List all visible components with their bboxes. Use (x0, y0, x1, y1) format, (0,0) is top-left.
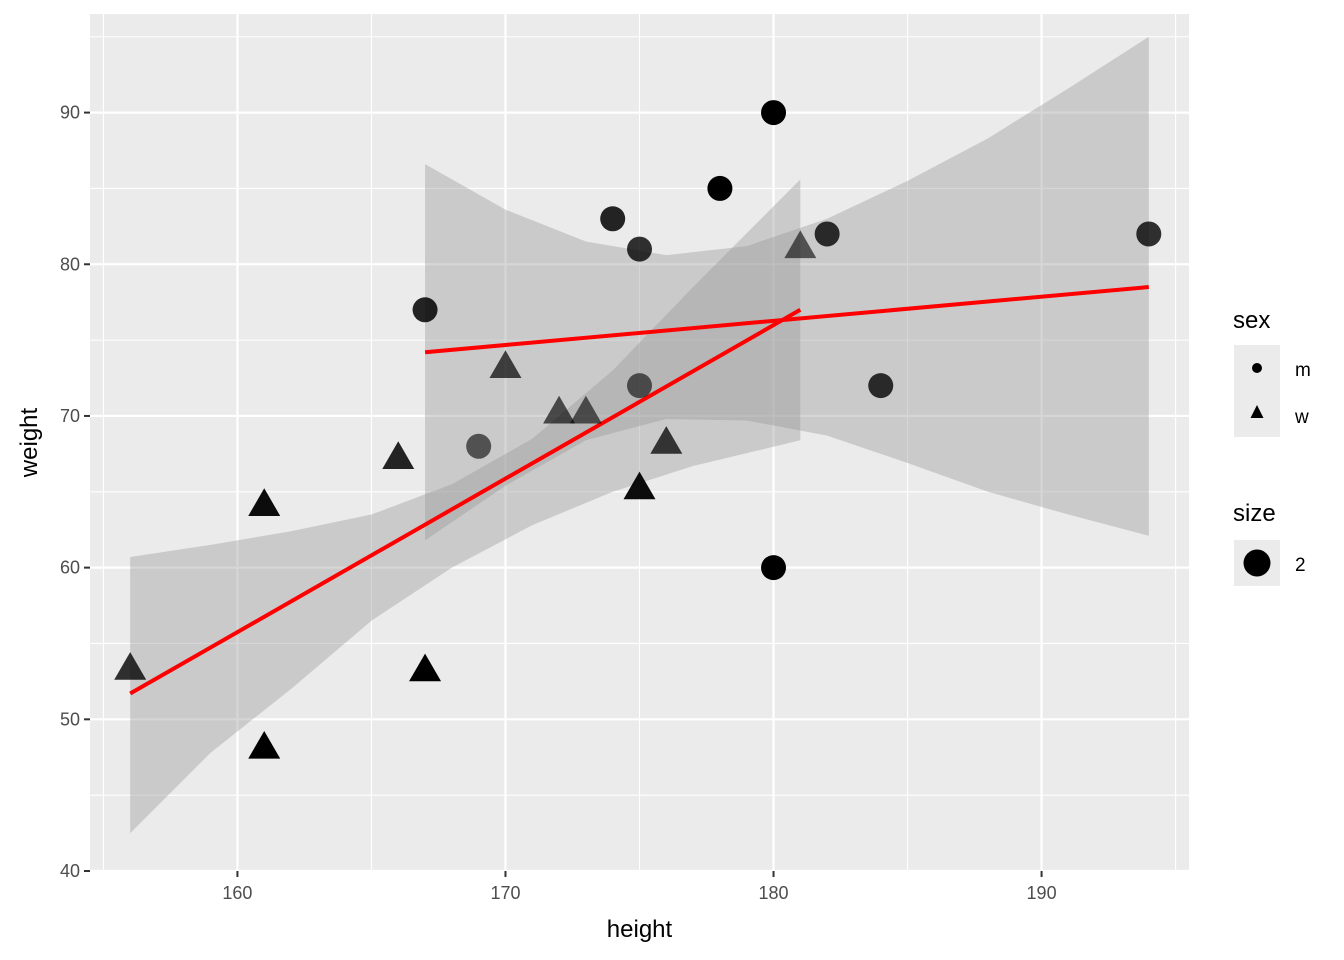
data-point-triangle (248, 488, 281, 516)
data-points (114, 100, 1162, 759)
y-tick-label: 60 (60, 558, 80, 578)
grid-major (90, 14, 1189, 873)
grid-minor (90, 14, 1189, 871)
legend-key-triangle (1250, 405, 1264, 418)
data-point-circle (1136, 221, 1162, 247)
data-point-triangle (409, 653, 442, 682)
confidence-ribbons (130, 36, 1149, 834)
y-axis-title: weight (16, 407, 43, 478)
confidence-ribbon-m (425, 36, 1149, 541)
fit-line-w (129, 308, 802, 696)
x-tick-label: 190 (1027, 883, 1057, 903)
data-point-triangle (489, 350, 522, 378)
x-tick-label: 180 (759, 883, 789, 903)
y-tick-label: 90 (60, 103, 80, 123)
legend-sex: sex m w (1233, 307, 1311, 437)
data-point-triangle (114, 652, 147, 680)
data-point-triangle (248, 730, 281, 759)
y-tick-label: 70 (60, 406, 80, 426)
legend-sex-title: sex (1233, 307, 1270, 334)
data-point-circle (814, 221, 840, 247)
data-point-triangle (650, 426, 683, 454)
legend-key-size-circle (1243, 549, 1271, 577)
data-point-triangle (569, 395, 602, 424)
legend-label-w: w (1294, 407, 1309, 428)
data-point-triangle (543, 395, 576, 424)
data-point-circle (868, 373, 894, 399)
data-point-circle (627, 236, 652, 262)
x-tick-label: 170 (490, 883, 520, 903)
y-tick-label: 40 (60, 861, 80, 881)
data-point-circle (761, 555, 787, 581)
legend-label-m: m (1295, 360, 1311, 381)
y-tick-label: 50 (60, 709, 80, 729)
data-point-circle (707, 175, 733, 201)
confidence-ribbon-w (130, 179, 801, 834)
data-point-triangle (784, 230, 817, 259)
fit-lines (129, 285, 1149, 696)
axes: 160 170 180 190 40 50 60 70 80 90 (60, 103, 1057, 903)
legend-label-size: 2 (1295, 555, 1306, 576)
data-point-circle (600, 206, 626, 232)
data-point-circle (466, 433, 492, 459)
data-point-circle (761, 100, 787, 126)
x-axis-title: height (607, 916, 673, 943)
legend-size-title: size (1233, 500, 1276, 527)
data-point-triangle (623, 471, 656, 500)
legend-sex-keys-background (1234, 345, 1280, 437)
data-point-circle (412, 297, 438, 323)
data-point-circle (627, 373, 652, 399)
legend-size: size 2 (1233, 500, 1306, 586)
legend-key-circle (1252, 363, 1262, 373)
data-point-triangle (382, 441, 415, 469)
x-tick-label: 160 (222, 883, 252, 903)
y-tick-label: 80 (60, 254, 80, 274)
